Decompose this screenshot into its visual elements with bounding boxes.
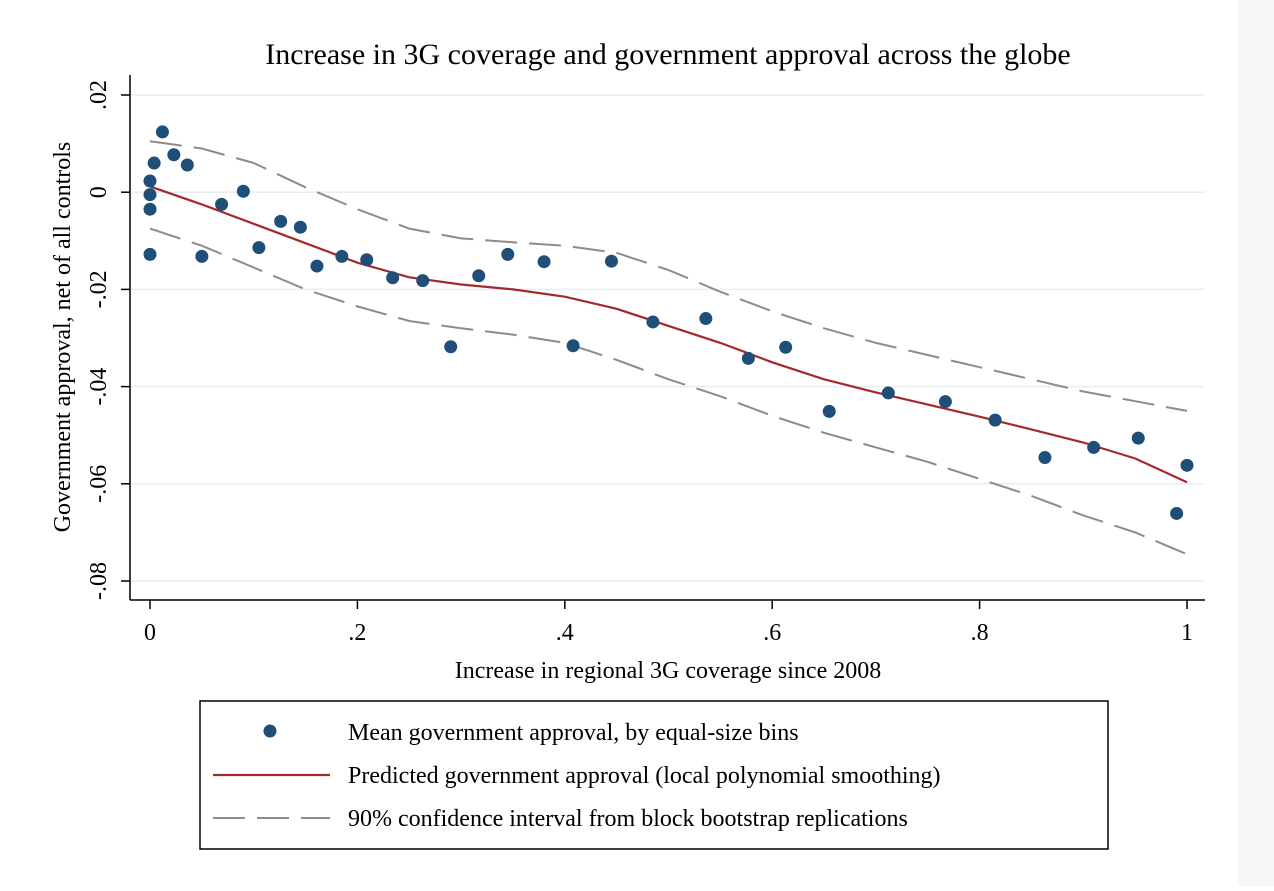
y-tick-label-5: .02 — [86, 80, 112, 110]
legend-point-symbol — [263, 724, 277, 738]
legend-label-2: 90% confidence interval from block boots… — [348, 806, 908, 832]
ci-upper-line — [149, 140, 1188, 412]
data-point-14 — [310, 259, 324, 273]
y-tick-label-2: -.04 — [86, 368, 112, 406]
data-point-28 — [779, 340, 793, 354]
x-tick-label-4: .8 — [971, 620, 989, 646]
grid-layer — [131, 94, 1205, 582]
legend: Mean government approval, by equal-size … — [199, 700, 1109, 850]
data-point-0 — [143, 174, 157, 188]
data-point-29 — [822, 404, 836, 418]
data-point-22 — [537, 255, 551, 269]
data-point-23 — [566, 339, 580, 353]
data-point-36 — [1170, 506, 1184, 520]
data-point-21 — [501, 247, 515, 261]
points-layer — [143, 125, 1194, 520]
side-strip — [1238, 0, 1274, 886]
data-point-30 — [881, 386, 895, 400]
fit-line — [149, 185, 1188, 484]
data-point-1 — [143, 188, 157, 202]
data-point-5 — [155, 125, 169, 139]
data-point-26 — [699, 312, 713, 326]
data-point-24 — [604, 254, 618, 268]
data-point-11 — [252, 241, 266, 255]
chart-title: Increase in 3G coverage and government a… — [265, 38, 1071, 71]
data-point-12 — [274, 214, 288, 228]
y-tick-label-1: -.06 — [86, 465, 112, 503]
y-tick-label-3: -.02 — [86, 270, 112, 308]
x-tick-label-2: .4 — [556, 620, 574, 646]
x-tick-label-0: 0 — [144, 620, 156, 646]
data-point-8 — [195, 249, 209, 263]
x-tick-label-5: 1 — [1181, 620, 1193, 646]
data-point-25 — [646, 315, 660, 329]
data-point-13 — [293, 220, 307, 234]
data-point-6 — [167, 148, 181, 162]
data-point-33 — [1038, 451, 1052, 465]
legend-label-0: Mean government approval, by equal-size … — [348, 720, 799, 746]
data-point-18 — [416, 274, 430, 288]
x-axis-label: Increase in regional 3G coverage since 2… — [455, 658, 881, 684]
data-point-35 — [1131, 431, 1145, 445]
ci-lower-line — [149, 227, 1188, 556]
y-tick-label-4: 0 — [86, 186, 112, 198]
confidence-interval-layer — [149, 140, 1188, 556]
axes-layer: -.08 -.06 -.04 -.02 0 .02 0 .2 .4 .6 .8 1 — [86, 75, 1205, 646]
data-point-3 — [143, 247, 157, 261]
data-point-2 — [143, 202, 157, 216]
data-point-4 — [147, 156, 161, 170]
data-point-7 — [180, 158, 194, 172]
data-point-34 — [1087, 440, 1101, 454]
data-point-20 — [472, 269, 486, 283]
x-tick-label-3: .6 — [763, 620, 781, 646]
data-point-31 — [938, 395, 952, 409]
data-point-16 — [360, 253, 374, 267]
y-tick-label-0: -.08 — [86, 562, 112, 600]
legend-label-1: Predicted government approval (local pol… — [348, 763, 941, 789]
legend-box — [199, 700, 1109, 850]
data-point-17 — [386, 271, 400, 285]
data-point-37 — [1180, 458, 1194, 472]
data-point-19 — [444, 340, 458, 354]
data-point-32 — [988, 413, 1002, 427]
data-point-15 — [335, 249, 349, 263]
data-point-9 — [215, 197, 229, 211]
x-tick-label-1: .2 — [348, 620, 366, 646]
fit-line-layer — [149, 185, 1188, 484]
data-point-27 — [741, 351, 755, 365]
data-point-10 — [236, 184, 250, 198]
y-axis-label: Government approval, net of all controls — [50, 142, 76, 533]
